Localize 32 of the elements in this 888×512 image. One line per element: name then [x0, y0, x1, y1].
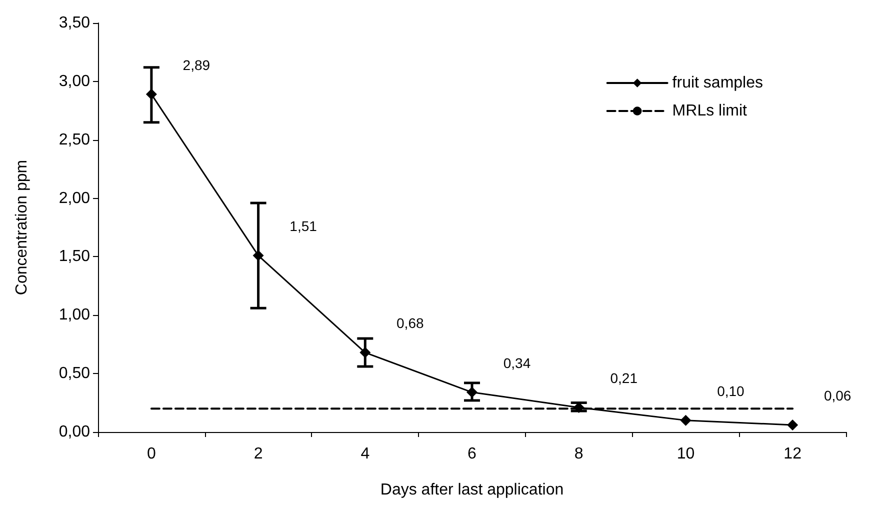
y-tick-label: 2,00	[58, 190, 90, 207]
data-label: 0,10	[717, 382, 745, 399]
x-tick-label: 4	[360, 446, 370, 462]
point	[252, 250, 264, 262]
point	[787, 419, 798, 430]
y-tick-label: 2,50	[58, 131, 90, 148]
x-tick-label: 0	[146, 446, 156, 462]
legend-label: fruit samples	[672, 74, 764, 92]
legend-label: MRLs limit	[672, 102, 748, 120]
point	[680, 414, 692, 426]
data-label: 0,68	[396, 315, 424, 332]
x-tick-label: 12	[784, 446, 802, 462]
y-tick-label: 0,50	[58, 365, 90, 382]
data-label: 1,51	[290, 218, 318, 234]
y-tick-label: 3,00	[58, 72, 90, 90]
data-label: 0,21	[610, 370, 638, 386]
y-tick-label: 1,00	[58, 306, 90, 324]
x-tick-label: 2	[254, 446, 263, 462]
data-label: 2,89	[182, 56, 210, 73]
x-tick-label: 10	[676, 446, 695, 462]
x-axis-title: Days after last application	[380, 482, 564, 498]
data-label: 0,34	[503, 354, 531, 371]
point	[360, 347, 371, 358]
y-axis-title: Concentration ppm	[14, 160, 30, 296]
point	[146, 88, 157, 100]
point	[466, 386, 478, 398]
data-label: 0,06	[824, 387, 852, 404]
x-tick-label: 6	[468, 446, 477, 462]
y-tick-label: 0,00	[58, 424, 90, 440]
y-tick-label: 1,50	[58, 248, 90, 266]
y-tick-label: 3,50	[58, 14, 90, 32]
x-tick-label: 8	[574, 446, 584, 462]
